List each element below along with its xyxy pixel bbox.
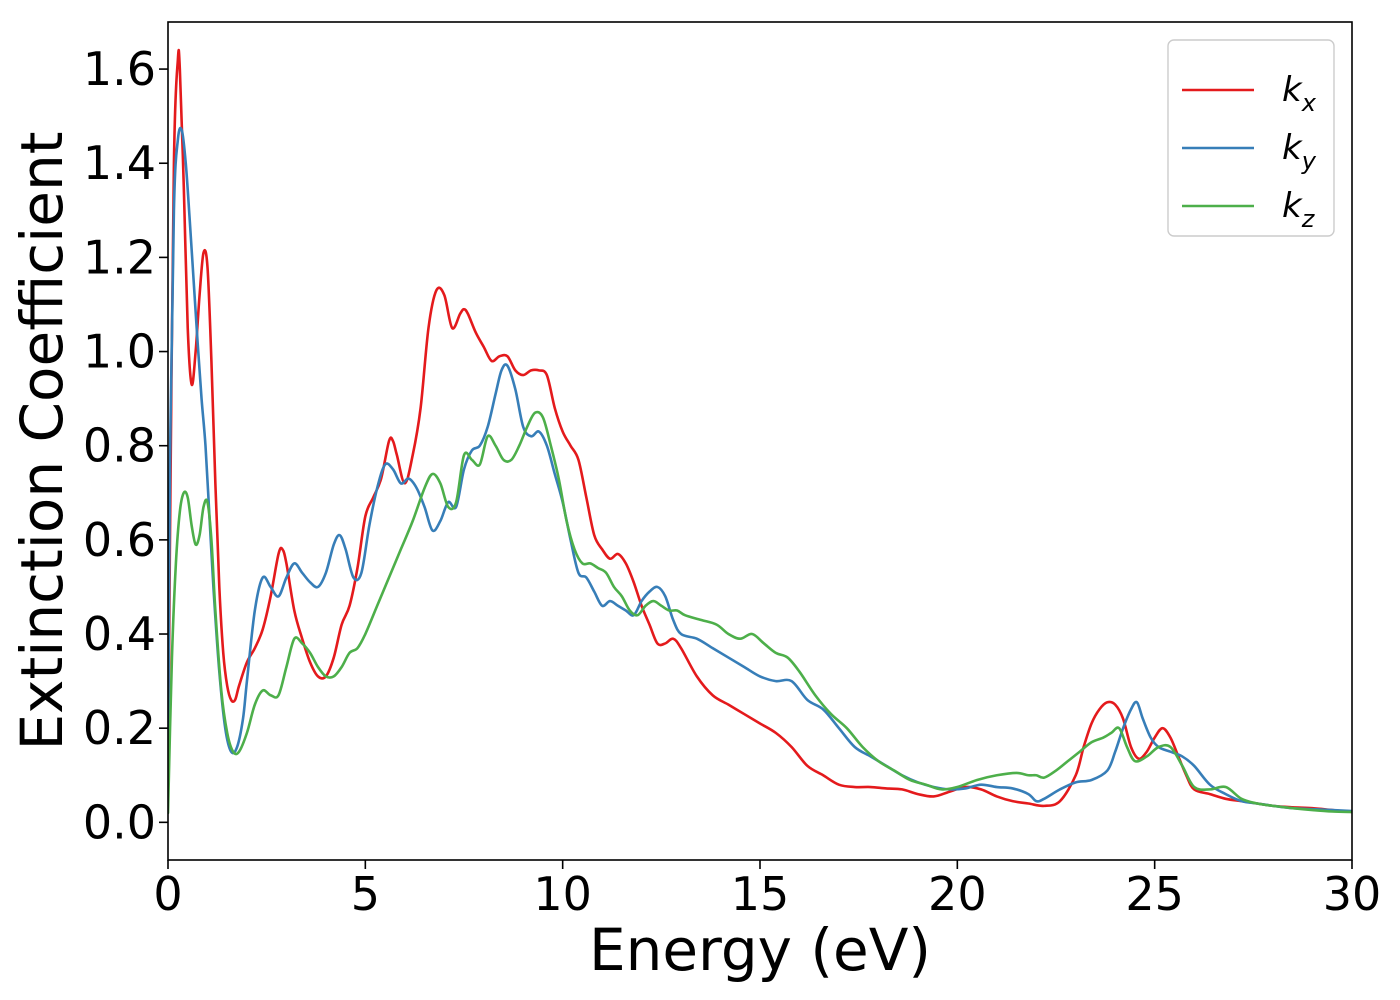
legend-label-main: k bbox=[1282, 70, 1303, 110]
y-tick-label: 1.6 bbox=[83, 42, 156, 96]
legend-label-sub: x bbox=[1301, 89, 1317, 117]
y-tick-label: 0.8 bbox=[83, 419, 156, 473]
legend-label-main: k bbox=[1282, 128, 1303, 168]
x-tick-label: 5 bbox=[351, 867, 380, 921]
series-line-z bbox=[168, 410, 1352, 815]
y-axis-label: Extinction Coefficient bbox=[8, 132, 76, 751]
x-tick-label: 30 bbox=[1323, 867, 1382, 921]
x-axis-label: Energy (eV) bbox=[589, 916, 931, 984]
y-tick-label: 1.4 bbox=[83, 136, 156, 190]
legend-label-z: kz bbox=[1282, 186, 1316, 233]
y-tick-label: 1.2 bbox=[83, 230, 156, 284]
x-axis: 0 5 10 15 20 25 30 bbox=[153, 860, 1381, 921]
x-tick-label: 10 bbox=[533, 867, 592, 921]
legend-label-x: kx bbox=[1282, 70, 1317, 117]
y-axis: 0.0 0.2 0.4 0.6 0.8 1.0 1.2 1.4 1.6 bbox=[83, 42, 168, 849]
y-tick-label: 0.4 bbox=[83, 607, 156, 661]
x-tick-label: 0 bbox=[153, 867, 182, 921]
legend-label-sub: y bbox=[1301, 147, 1317, 175]
x-tick-label: 15 bbox=[731, 867, 790, 921]
y-tick-label: 0.2 bbox=[83, 701, 156, 755]
legend-label-sub: z bbox=[1301, 205, 1316, 233]
legend-label-y: ky bbox=[1282, 128, 1317, 175]
y-tick-label: 0.0 bbox=[83, 795, 156, 849]
y-tick-label: 1.0 bbox=[83, 325, 156, 379]
series-line-x bbox=[168, 48, 1352, 814]
x-tick-label: 20 bbox=[928, 867, 987, 921]
series-layer bbox=[168, 48, 1352, 815]
legend-label-main: k bbox=[1282, 186, 1303, 226]
x-tick-label: 25 bbox=[1125, 867, 1184, 921]
y-tick-label: 0.6 bbox=[83, 513, 156, 567]
